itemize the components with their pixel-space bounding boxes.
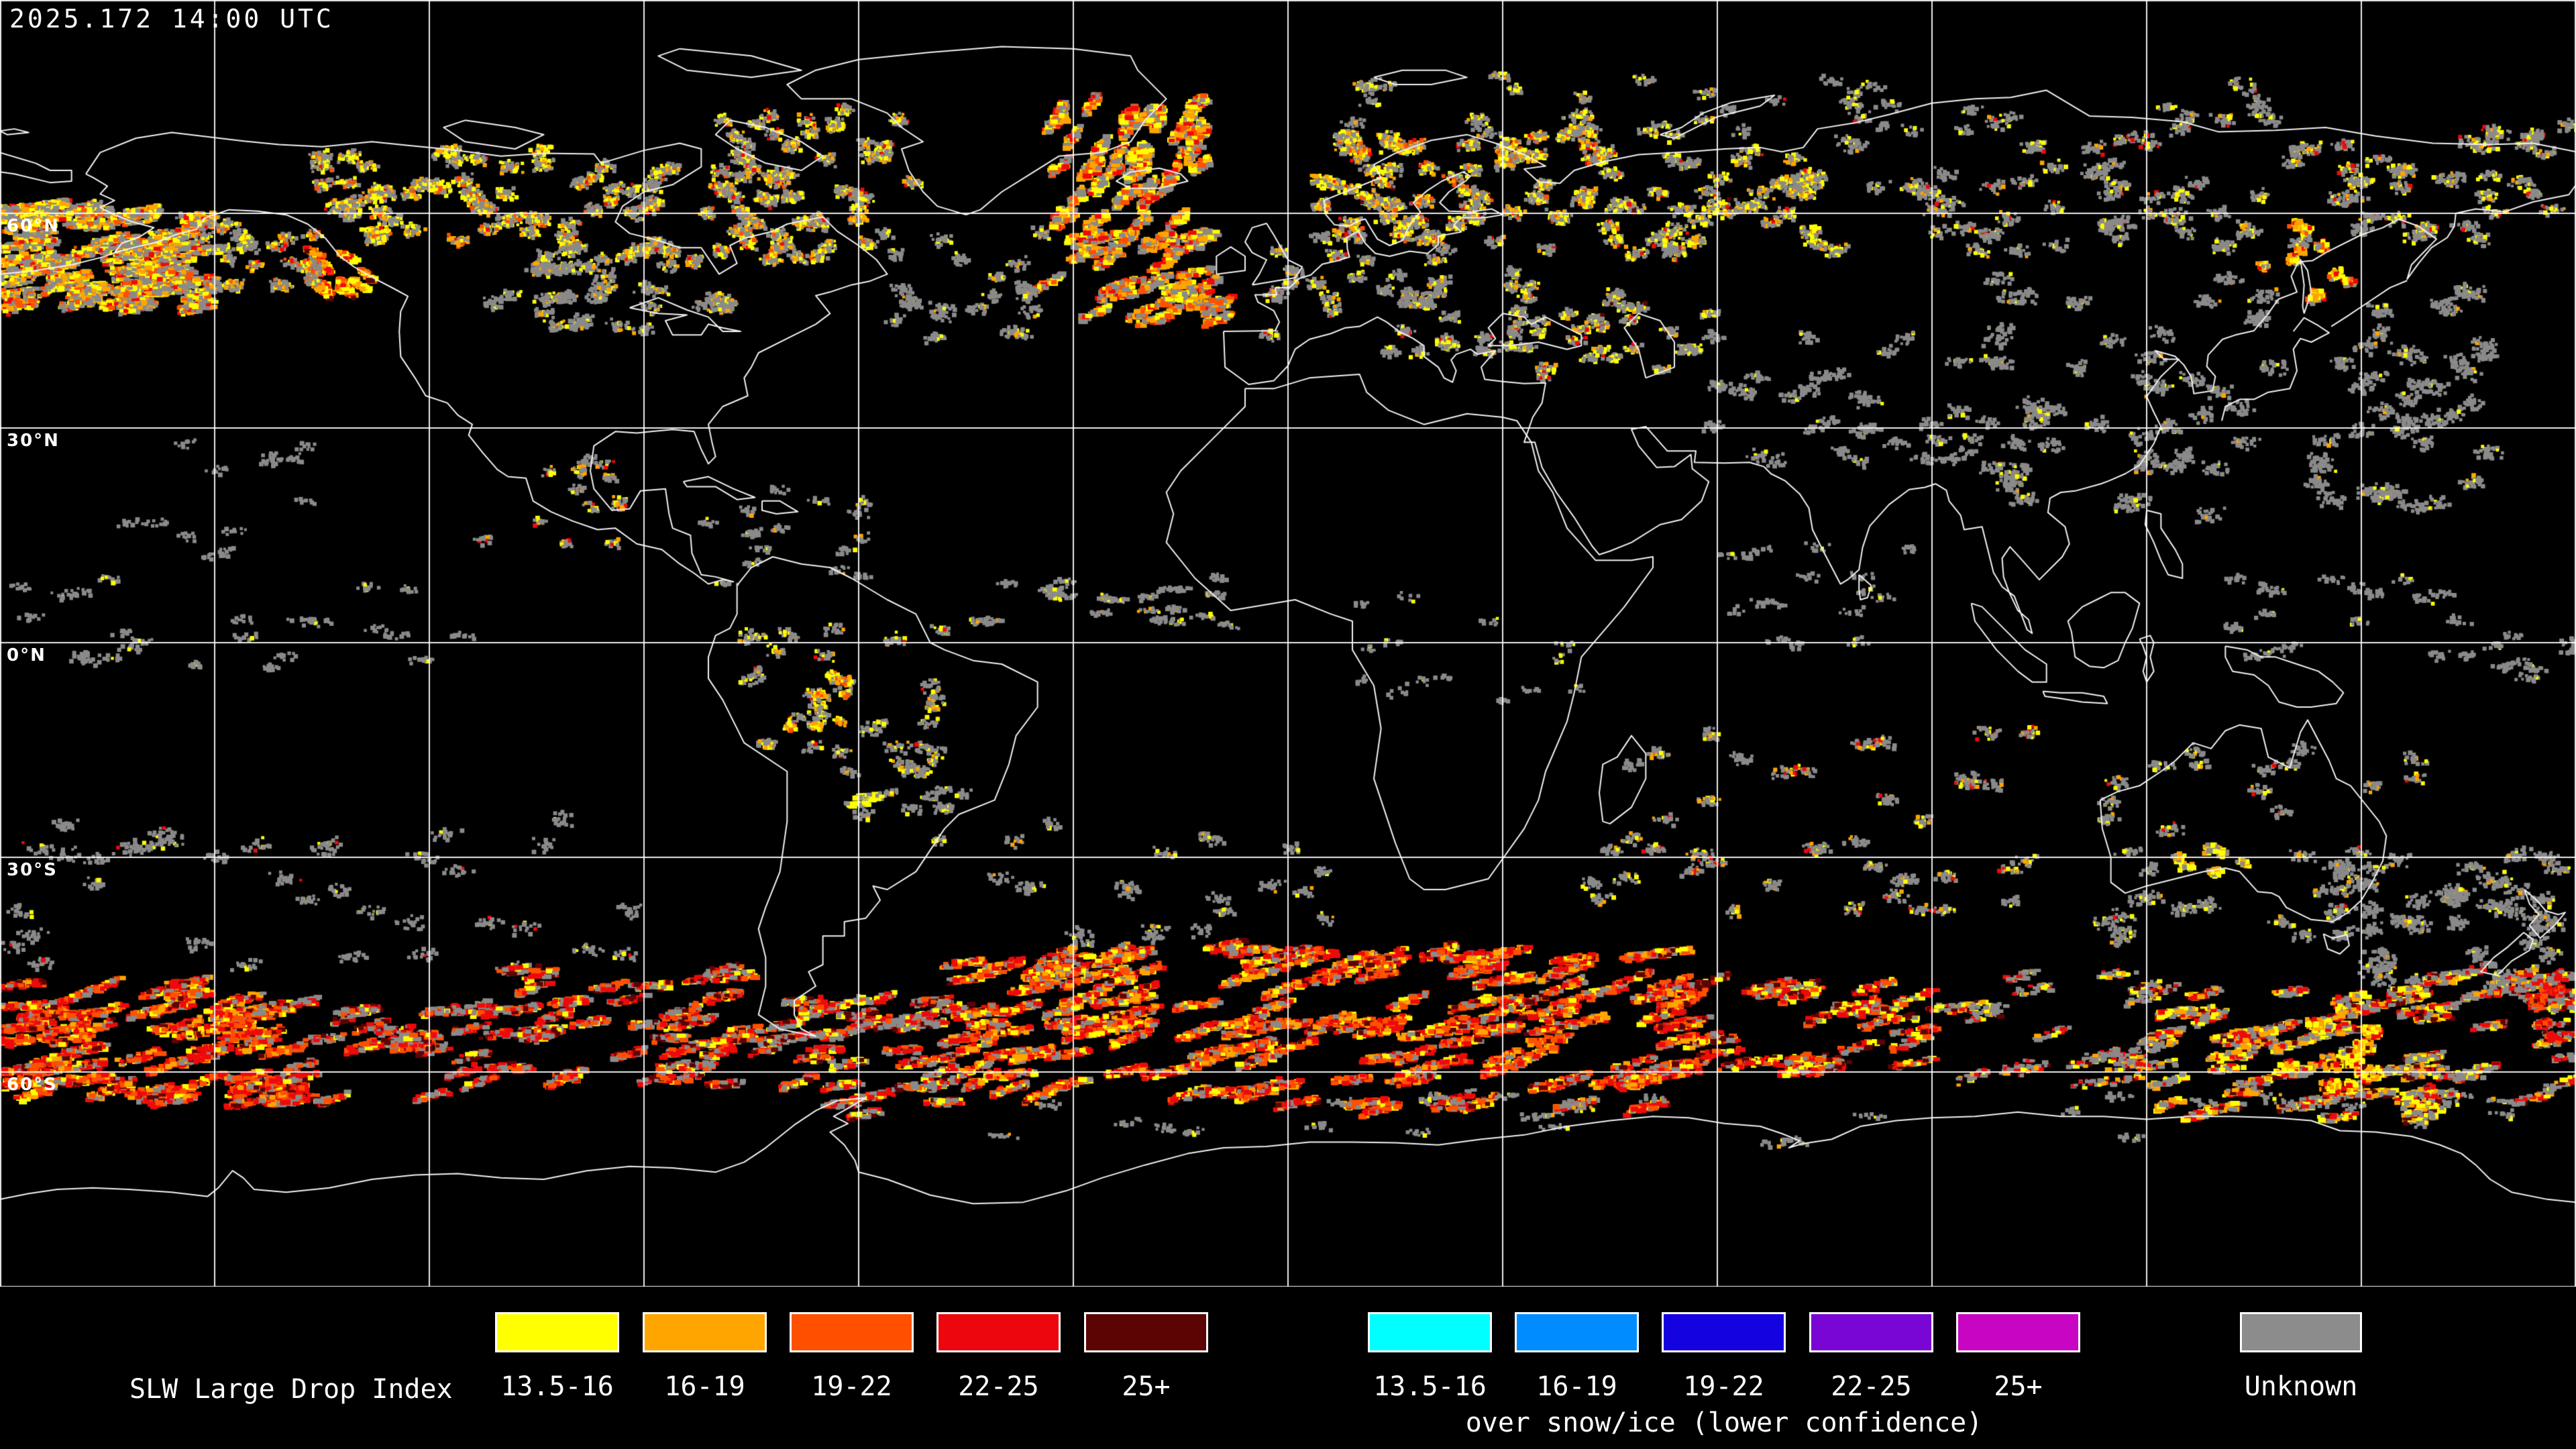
legend-label-warm-13.5-16: 13.5-16: [500, 1371, 614, 1402]
legend-swatch-snow-13.5-16: [1368, 1312, 1492, 1352]
legend-swatch-snow-19-22: [1662, 1312, 1786, 1352]
legend-swatch-warm-16-19: [643, 1312, 767, 1352]
legend-swatch-unknown: [2240, 1312, 2362, 1352]
legend-label-warm-25plus: 25+: [1122, 1371, 1171, 1402]
legend-label-warm-22-25: 22-25: [958, 1371, 1039, 1402]
legend-label-warm-16-19: 16-19: [664, 1371, 745, 1402]
legend-label-snow-13.5-16: 13.5-16: [1373, 1371, 1487, 1402]
legend-swatch-warm-13.5-16: [495, 1312, 619, 1352]
legend-bar: SLW Large Drop Index 13.5-16 16-19 19-22…: [0, 1287, 2576, 1449]
legend-label-warm-19-22: 19-22: [811, 1371, 892, 1402]
legend-title: SLW Large Drop Index: [129, 1374, 453, 1405]
lat-label-30n: 30°N: [7, 431, 60, 451]
legend-swatch-snow-22-25: [1809, 1312, 1933, 1352]
legend-swatch-snow-25plus: [1956, 1312, 2080, 1352]
lat-label-60n: 60°N: [7, 216, 60, 236]
legend-swatch-warm-19-22: [790, 1312, 914, 1352]
lat-label-0n: 0°N: [7, 645, 46, 665]
legend-label-unknown: Unknown: [2244, 1371, 2358, 1402]
legend-label-snow-16-19: 16-19: [1536, 1371, 1617, 1402]
legend-label-snow-25plus: 25+: [1994, 1371, 2043, 1402]
lat-label-30s: 30°S: [7, 860, 58, 880]
legend-snow-ice-caption: over snow/ice (lower confidence): [1465, 1407, 1983, 1438]
legend-swatch-snow-16-19: [1515, 1312, 1639, 1352]
legend-swatch-warm-22-25: [936, 1312, 1061, 1352]
legend-swatch-warm-25plus: [1084, 1312, 1208, 1352]
legend-label-snow-19-22: 19-22: [1683, 1371, 1764, 1402]
legend-label-snow-22-25: 22-25: [1831, 1371, 1912, 1402]
lat-label-60s: 60°S: [7, 1075, 58, 1095]
timestamp-label: 2025.172 14:00 UTC: [9, 4, 334, 34]
